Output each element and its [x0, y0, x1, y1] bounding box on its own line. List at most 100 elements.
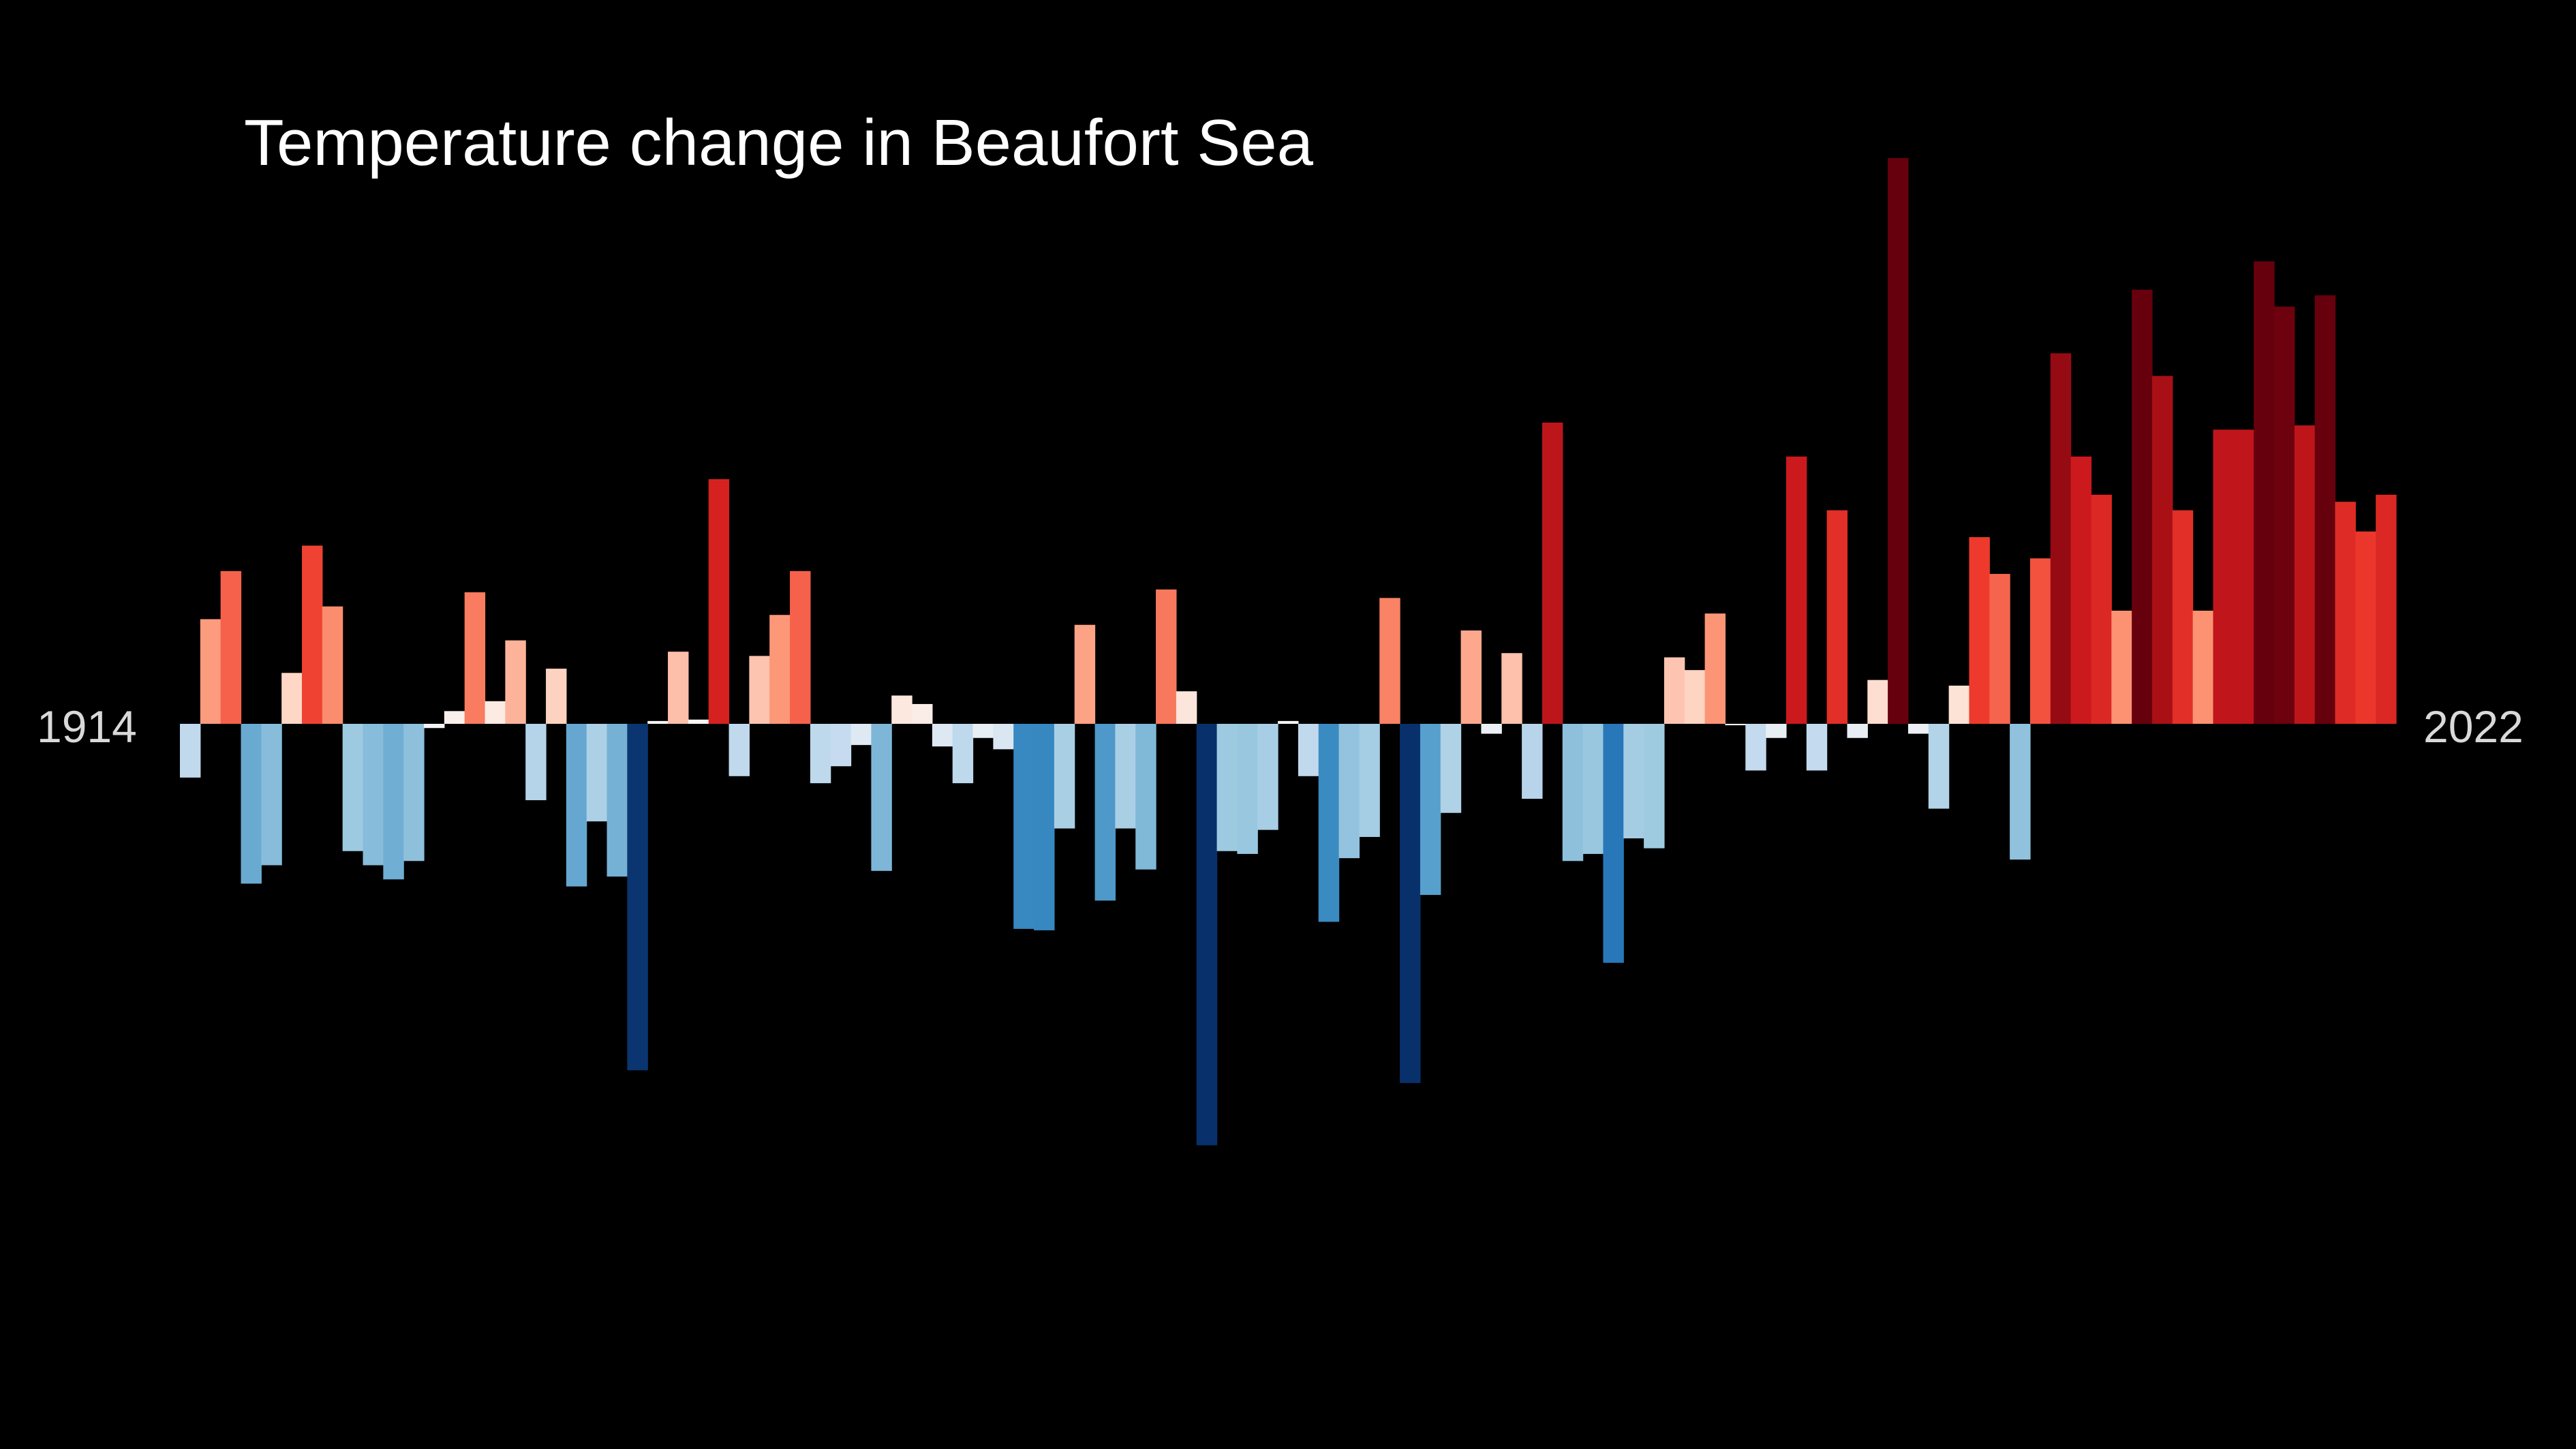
bar-1928 [464, 592, 486, 724]
bar-1916 [220, 570, 242, 724]
bar-1936 [627, 724, 648, 1071]
bar-1998 [1888, 158, 1909, 724]
bar-1970 [1318, 724, 1340, 922]
bar-1996 [1847, 724, 1868, 738]
bar-1919 [281, 673, 303, 724]
start-year-label: 1914 [37, 701, 137, 752]
bar-1933 [566, 724, 587, 887]
bar-1925 [403, 724, 425, 861]
bar-1974 [1400, 724, 1421, 1084]
bar-2022 [2376, 494, 2397, 724]
bar-1978 [1481, 724, 1502, 734]
bar-1953 [972, 724, 994, 738]
bar-2007 [2070, 456, 2092, 724]
bar-1983 [1582, 724, 1604, 854]
bar-1954 [993, 724, 1014, 750]
bar-1922 [342, 724, 364, 851]
bar-2010 [2132, 289, 2153, 724]
bar-1961 [1135, 724, 1156, 870]
bar-2016 [2254, 261, 2275, 724]
bar-2013 [2192, 611, 2214, 724]
bar-1959 [1094, 724, 1116, 901]
bar-1939 [688, 719, 709, 724]
end-year-label: 2022 [2423, 701, 2524, 752]
bar-1964 [1196, 724, 1218, 1146]
bar-1948 [871, 724, 892, 871]
bar-1960 [1115, 724, 1136, 829]
bar-1999 [1907, 724, 1929, 734]
bar-1984 [1603, 724, 1624, 963]
bar-1976 [1440, 724, 1462, 813]
bar-2003 [1989, 574, 2010, 724]
bar-1971 [1338, 724, 1360, 859]
bar-1969 [1298, 724, 1319, 776]
bar-1935 [607, 724, 628, 877]
bar-1949 [891, 695, 913, 724]
bar-1992 [1766, 724, 1787, 738]
bar-1918 [261, 724, 282, 866]
bar-2015 [2233, 429, 2254, 724]
bar-2014 [2213, 429, 2234, 724]
bar-1929 [485, 701, 506, 724]
bar-1921 [322, 606, 343, 724]
bar-2018 [2294, 425, 2316, 724]
bar-1981 [1542, 423, 1563, 724]
bar-2002 [1969, 537, 1990, 724]
bar-1977 [1460, 630, 1482, 724]
bar-1958 [1074, 624, 1096, 724]
bar-1986 [1644, 724, 1665, 849]
bar-1962 [1156, 589, 1177, 724]
bar-1980 [1522, 724, 1543, 799]
bar-1991 [1745, 724, 1766, 771]
bar-1993 [1785, 456, 1807, 724]
bar-1915 [200, 619, 221, 724]
bar-2012 [2172, 510, 2194, 724]
bar-1924 [383, 724, 404, 880]
bars-group [180, 158, 2397, 1146]
bar-1943 [769, 615, 791, 724]
bar-1930 [505, 640, 526, 724]
bar-1942 [749, 656, 770, 724]
bar-1979 [1501, 653, 1522, 724]
bar-1945 [810, 724, 831, 784]
bar-1927 [444, 711, 465, 724]
bar-2020 [2335, 502, 2356, 724]
bar-2008 [2091, 494, 2112, 724]
bar-1967 [1257, 724, 1278, 830]
bar-2009 [2111, 611, 2132, 724]
bar-1975 [1420, 724, 1441, 896]
bar-1947 [850, 724, 872, 746]
bar-1994 [1806, 724, 1828, 771]
bar-1982 [1562, 724, 1584, 861]
bar-2001 [1948, 685, 1970, 724]
bar-1957 [1054, 724, 1075, 829]
bar-1931 [525, 724, 547, 801]
bar-1990 [1725, 724, 1746, 726]
bar-2011 [2151, 376, 2173, 724]
bar-1972 [1359, 724, 1380, 837]
bar-2000 [1928, 724, 1950, 809]
bar-1950 [912, 703, 933, 724]
bar-1920 [302, 545, 323, 724]
bar-1944 [790, 570, 811, 724]
bar-1917 [241, 724, 262, 884]
bar-2021 [2355, 531, 2376, 724]
bar-1941 [729, 724, 750, 776]
bar-2004 [2010, 724, 2031, 860]
bar-1963 [1176, 691, 1197, 724]
bar-1995 [1826, 510, 1848, 724]
bar-1934 [586, 724, 608, 822]
bar-1914 [180, 724, 201, 778]
bar-1951 [932, 724, 953, 747]
bar-1932 [546, 669, 567, 724]
bar-1989 [1704, 613, 1726, 724]
bar-1926 [424, 724, 445, 729]
bar-1968 [1278, 720, 1299, 724]
bar-1955 [1013, 724, 1034, 929]
bar-2019 [2314, 295, 2336, 724]
bar-1987 [1663, 657, 1685, 724]
bar-1923 [363, 724, 384, 866]
chart-title: Temperature change in Beaufort Sea [244, 106, 1313, 179]
bar-1938 [668, 652, 689, 724]
bar-1966 [1237, 724, 1258, 854]
